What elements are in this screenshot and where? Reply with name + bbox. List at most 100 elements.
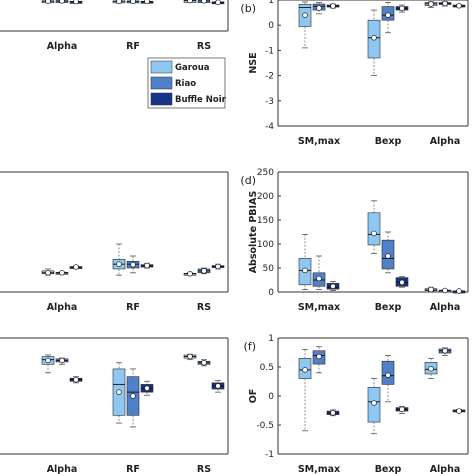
mean-marker bbox=[456, 408, 462, 414]
box-rs-riao bbox=[197, 267, 211, 275]
category-label-sm-max: SM,max bbox=[298, 302, 340, 313]
mean-marker bbox=[215, 383, 221, 389]
mean-marker bbox=[456, 3, 462, 9]
mean-marker bbox=[371, 35, 377, 41]
box-rf-riao bbox=[126, 255, 140, 274]
mean-marker bbox=[215, 0, 221, 6]
category-label-bexp: Bexp bbox=[375, 464, 402, 474]
mean-marker bbox=[73, 377, 79, 383]
box-alpha-garoua bbox=[41, 0, 55, 4]
chart-panel-6: 1 0.5 0 -0.5 -1 OF (f) SM,max Bexp Alpha bbox=[244, 334, 469, 474]
box-rs-buffle-noir bbox=[211, 380, 225, 393]
mean-marker bbox=[45, 357, 51, 364]
mean-marker bbox=[399, 279, 405, 286]
legend-label: Garoua bbox=[175, 63, 210, 73]
mean-marker bbox=[130, 393, 136, 399]
mean-marker bbox=[385, 12, 391, 18]
mean-marker bbox=[316, 5, 322, 11]
box-alpha-buffle-noir bbox=[452, 408, 466, 414]
category-label-alpha: Alpha bbox=[47, 302, 78, 313]
mean-marker bbox=[144, 262, 150, 269]
box-alpha-garoua bbox=[424, 357, 438, 380]
category-label-alpha: Alpha bbox=[430, 464, 461, 474]
category-label-rs: RS bbox=[197, 41, 211, 52]
category-label-alpha: Alpha bbox=[47, 41, 78, 52]
box-sm-max-garoua bbox=[298, 233, 312, 291]
box-alpha-riao bbox=[438, 0, 452, 7]
box-alpha-buffle-noir bbox=[452, 288, 466, 294]
mean-marker bbox=[201, 0, 207, 4]
y-tick-label: -4 bbox=[265, 122, 274, 132]
box-rf-riao bbox=[126, 0, 140, 5]
mean-marker bbox=[130, 0, 136, 5]
y-tick-label: -1 bbox=[265, 46, 274, 56]
legend-item-riao: Riao bbox=[150, 76, 196, 90]
chart-panel-2: 1 0 -1 -2 -3 -4 NSE (b) SM,max Bexp Alpha bbox=[240, 0, 469, 147]
legend-label: Buffle Noir bbox=[175, 95, 227, 105]
panel-label: (f) bbox=[244, 340, 256, 353]
mean-marker bbox=[59, 357, 65, 364]
y-axis-label: NSE bbox=[248, 52, 259, 73]
category-label-rf: RF bbox=[126, 464, 140, 474]
category-label-sm-max: SM,max bbox=[298, 136, 340, 147]
mean-marker bbox=[399, 5, 405, 12]
mean-marker bbox=[116, 0, 122, 5]
category-label-alpha: Alpha bbox=[430, 136, 461, 147]
box-alpha-buffle-noir bbox=[69, 264, 83, 270]
mean-marker bbox=[116, 389, 122, 395]
chart-panel-4: 250 200 150 100 50 0 Absolute PBIAS (d) SM,max Be… bbox=[240, 168, 469, 313]
box-rs-buffle-noir bbox=[211, 0, 225, 6]
category-label-rs: RS bbox=[197, 302, 211, 313]
box-alpha-garoua bbox=[424, 286, 438, 293]
mean-marker bbox=[187, 0, 193, 4]
panel-label: (b) bbox=[240, 2, 256, 15]
box-rf-garoua bbox=[112, 243, 126, 276]
box-alpha-buffle-noir bbox=[452, 3, 466, 9]
box-alpha-riao bbox=[438, 347, 452, 356]
category-label-bexp: Bexp bbox=[375, 302, 402, 313]
mean-marker bbox=[215, 263, 221, 270]
box-rf-buffle-noir bbox=[140, 0, 154, 5]
category-label-rf: RF bbox=[126, 41, 140, 52]
mean-marker bbox=[442, 0, 448, 7]
box-alpha-garoua bbox=[41, 354, 55, 374]
box-sm-max-riao bbox=[312, 255, 326, 291]
mean-marker bbox=[385, 372, 391, 378]
mean-marker bbox=[45, 270, 51, 276]
legend-swatch bbox=[150, 76, 173, 90]
mean-marker bbox=[73, 0, 79, 5]
y-tick-label: 0 bbox=[268, 288, 274, 298]
y-tick-label: 150 bbox=[257, 216, 274, 226]
box-rs-buffle-noir bbox=[211, 263, 225, 270]
chart-panel-1: Alpha RF RS bbox=[0, 0, 229, 52]
mean-marker bbox=[130, 261, 136, 268]
mean-marker bbox=[330, 3, 336, 9]
box-alpha-garoua bbox=[424, 1, 438, 8]
mean-marker bbox=[371, 400, 377, 406]
mean-marker bbox=[316, 275, 322, 282]
mean-marker bbox=[59, 0, 65, 4]
mean-marker bbox=[201, 359, 207, 366]
box-sm-max-buffle-noir bbox=[326, 3, 340, 9]
y-tick-label: 0.5 bbox=[260, 363, 274, 373]
legend-item-buffle-noir: Buffle Noir bbox=[150, 92, 227, 106]
y-tick-label: -0.5 bbox=[256, 421, 274, 431]
y-tick-label: -3 bbox=[265, 97, 274, 107]
panel-label: (d) bbox=[240, 174, 256, 187]
mean-marker bbox=[428, 1, 434, 7]
legend: Garoua Riao Buffle Noir bbox=[147, 57, 227, 109]
mean-marker bbox=[302, 367, 308, 373]
mean-marker bbox=[144, 385, 150, 392]
box-alpha-riao bbox=[55, 0, 69, 4]
mean-marker bbox=[330, 410, 336, 416]
box-bexp-riao bbox=[381, 2, 395, 34]
mean-marker bbox=[442, 287, 448, 294]
legend-label: Riao bbox=[175, 79, 196, 89]
mean-marker bbox=[45, 0, 51, 4]
box-rf-garoua bbox=[112, 362, 126, 424]
box-rs-garoua bbox=[183, 271, 197, 277]
y-tick-label: -1 bbox=[265, 450, 274, 460]
mean-marker bbox=[399, 406, 405, 413]
mean-marker bbox=[442, 348, 448, 354]
box-bexp-riao bbox=[381, 354, 395, 403]
